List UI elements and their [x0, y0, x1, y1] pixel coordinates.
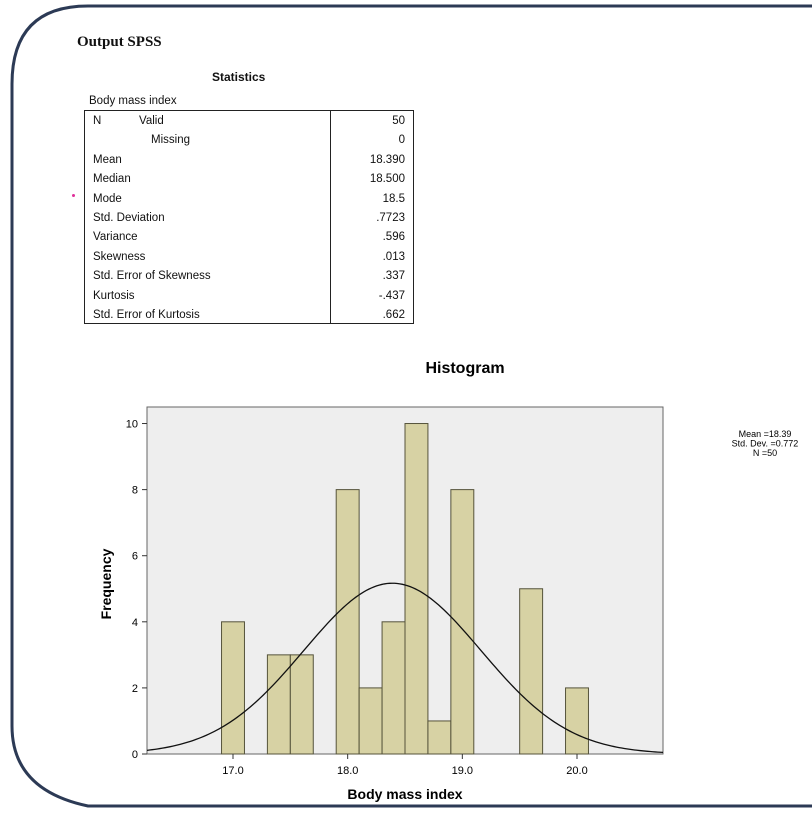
histogram-bar	[565, 687, 589, 755]
stats-legend-line: Std. Dev. =0.772	[732, 439, 799, 449]
table-row: Variance .596	[85, 228, 413, 247]
stat-label: Std. Deviation	[93, 212, 165, 224]
table-row: N Valid 50	[85, 112, 413, 131]
table-row: Missing 0	[85, 131, 413, 150]
stat-label: Variance	[93, 231, 138, 244]
stat-label: Mean	[93, 153, 122, 166]
stat-value: .013	[382, 250, 405, 263]
stat-value: 18.390	[369, 153, 405, 166]
stats-legend-line: N =50	[753, 448, 777, 458]
stat-value: 18.5	[382, 192, 405, 205]
y-tick-label: 0	[132, 749, 138, 761]
table-row: Kurtosis -.437	[85, 287, 413, 306]
y-tick-label: 2	[132, 683, 138, 695]
table-row: Mean 18.390	[85, 151, 413, 170]
stat-label: Std. Error of Skewness	[93, 270, 211, 283]
row-marker-icon	[72, 194, 75, 197]
table-row: Std. Error of Skewness .337	[85, 267, 413, 286]
histogram-bar	[358, 687, 383, 755]
stat-value: -.437	[378, 289, 405, 302]
frame-border	[10, 4, 812, 808]
histogram-bar	[289, 654, 314, 755]
y-axis-label: Frequency	[98, 548, 114, 619]
x-tick-label: 17.0	[222, 765, 243, 777]
stat-value: 18.500	[369, 173, 405, 186]
table-row: Median 18.500	[85, 170, 413, 189]
stat-value: 50	[392, 115, 405, 127]
histogram-bar	[519, 588, 544, 755]
stat-label: Std. Error of Kurtosis	[93, 309, 200, 321]
chart-title: Histogram	[425, 360, 504, 377]
stat-sublabel: Valid	[139, 115, 164, 127]
histogram-bar	[450, 489, 475, 755]
stat-value: .596	[382, 231, 405, 244]
table-row: Mode 18.5	[85, 190, 413, 209]
y-tick-label: 6	[132, 551, 138, 563]
x-tick-label: 20.0	[566, 765, 587, 777]
stats-legend-line: Mean =18.39	[739, 429, 792, 439]
stat-label: Kurtosis	[93, 289, 135, 302]
table-row: Std. Error of Kurtosis .662	[85, 306, 413, 325]
stat-label: Mode	[93, 192, 122, 205]
statistics-table: N Valid 50 Missing 0 Mean 18.390 Median 18.500 Mo…	[84, 110, 414, 324]
table-divider	[330, 111, 331, 323]
table-row: Std. Deviation .7723	[85, 209, 413, 228]
table-row: Skewness .013	[85, 248, 413, 267]
stat-sublabel: Missing	[151, 134, 190, 147]
y-tick-label: 4	[132, 617, 138, 629]
x-tick-label: 19.0	[452, 765, 473, 777]
statistics-variable-label: Body mass index	[89, 95, 177, 107]
histogram-bar	[427, 720, 452, 755]
stat-value: 0	[398, 134, 405, 147]
stat-label: Median	[93, 173, 131, 186]
x-axis-label: Body mass index	[347, 786, 462, 802]
stat-value: .662	[382, 309, 405, 321]
normal-curve	[146, 582, 664, 754]
stat-label: N	[93, 115, 102, 127]
y-tick-label: 10	[126, 419, 138, 431]
histogram-bar	[221, 621, 245, 755]
statistics-title: Statistics	[212, 70, 266, 84]
histogram-bar	[381, 621, 406, 755]
x-tick-label: 18.0	[337, 765, 358, 777]
stat-label: Skewness	[93, 250, 146, 263]
stat-value: .7723	[376, 212, 405, 224]
output-title: Output SPSS	[77, 34, 162, 50]
stat-value: .337	[382, 270, 405, 283]
histogram-bar	[335, 489, 360, 755]
y-tick-label: 8	[132, 485, 138, 497]
